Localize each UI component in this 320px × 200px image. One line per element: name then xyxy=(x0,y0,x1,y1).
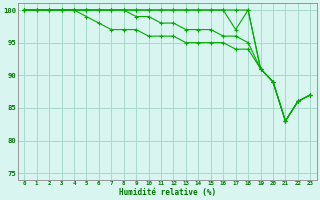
X-axis label: Humidité relative (%): Humidité relative (%) xyxy=(119,188,216,197)
